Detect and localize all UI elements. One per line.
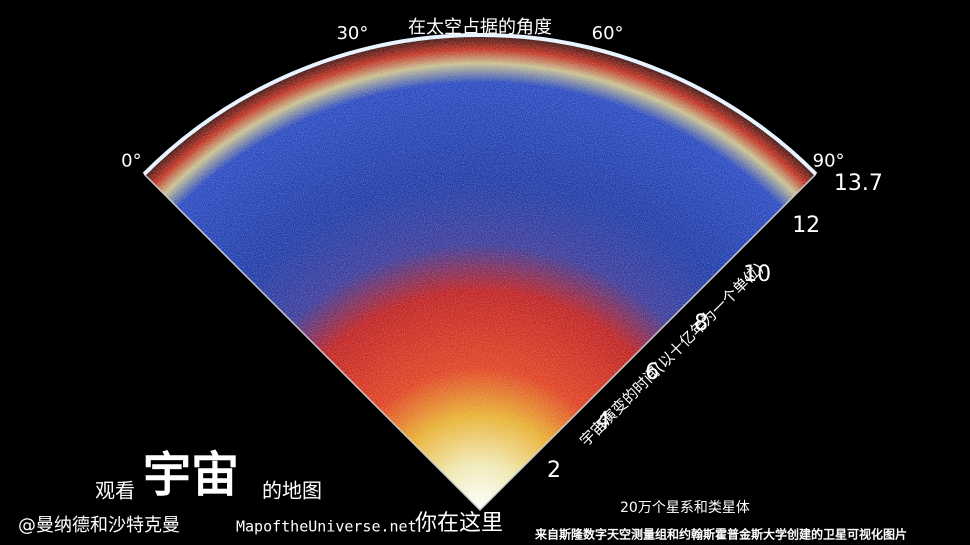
time-tick-label: 13.7: [834, 171, 883, 196]
source: 来自斯隆数字天空测量组和约翰斯霍普金斯大学创建的卫星可视化图片: [534, 527, 907, 542]
time-tick-label: 12: [792, 213, 820, 238]
angle-label: 60°: [592, 23, 624, 44]
you-are-here: 你在这里: [415, 511, 503, 536]
time-tick-label: 4: [596, 409, 610, 434]
wedge: [142, 32, 818, 512]
labels: 0° 30° 60° 90° 2 4 6 8 10 12 13.7: [121, 23, 883, 483]
site: MapoftheUniverse.net: [236, 518, 417, 536]
object-count: 20万个星系和类星体: [620, 500, 750, 516]
title: 在太空占据的角度: [408, 17, 552, 38]
caption-suffix: 的地图: [262, 479, 322, 503]
angle-label: 30°: [336, 23, 368, 44]
angle-label: 90°: [813, 150, 845, 171]
authors: @曼纳德和沙特克曼: [18, 515, 180, 536]
wedge-edge: [143, 173, 817, 512]
caption-main: 宇宙: [143, 447, 239, 503]
angle-label: 0°: [121, 150, 141, 171]
time-tick-label: 6: [645, 360, 659, 385]
sky-arc: [142, 32, 818, 176]
time-tick-label: 2: [547, 458, 561, 483]
galaxy-grain: [144, 35, 816, 511]
time-tick-label: 8: [694, 311, 708, 336]
caption-prefix: 观看: [95, 479, 135, 503]
time-tick-label: 10: [743, 262, 771, 287]
